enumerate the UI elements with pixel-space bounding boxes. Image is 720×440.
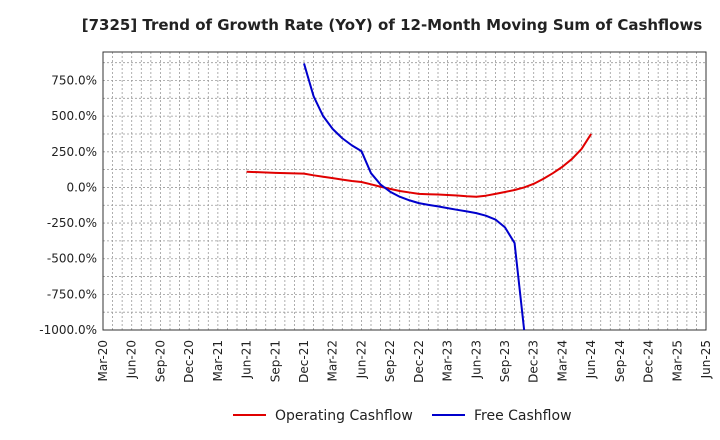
operating-cashflow-legend-label: Operating Cashflow	[275, 408, 413, 424]
x-tick-label: Jun-21	[240, 340, 254, 379]
free-cashflow-line	[303, 63, 526, 331]
x-tick-label: Dec-23	[527, 340, 541, 383]
x-tick-label: Sep-21	[268, 340, 282, 382]
y-tick-label: 250.0%	[51, 145, 97, 159]
y-tick-label: -250.0%	[47, 216, 97, 230]
free-cashflow-legend-label: Free Cashflow	[474, 408, 572, 424]
plot-area	[102, 51, 707, 331]
x-tick-label: Mar-24	[555, 340, 569, 381]
x-tick-label: Dec-22	[412, 340, 426, 383]
x-tick-label: Sep-24	[613, 340, 627, 382]
x-tick-label: Mar-21	[211, 340, 225, 381]
operating-cashflow-line	[246, 133, 592, 198]
y-tick-label: -1000.0%	[39, 323, 97, 337]
x-tick-label: Mar-22	[326, 340, 340, 381]
legend: Operating Cashflow Free Cashflow	[233, 408, 572, 424]
x-tick-label: Mar-25	[670, 340, 684, 381]
y-tick-label: -500.0%	[47, 252, 97, 266]
y-tick-label: 500.0%	[51, 109, 97, 123]
chart-title: [7325] Trend of Growth Rate (YoY) of 12-…	[82, 16, 703, 34]
x-tick-label: Jun-24	[584, 340, 598, 379]
x-tick-label: Dec-21	[297, 340, 311, 383]
x-tick-label: Jun-20	[125, 340, 139, 379]
x-tick-label: Mar-23	[441, 340, 455, 381]
y-tick-label: 750.0%	[51, 74, 97, 88]
x-tick-label: Sep-20	[153, 340, 167, 382]
x-tick-label: Jun-23	[469, 340, 483, 379]
y-tick-label: 0.0%	[67, 180, 98, 194]
x-tick-label: Sep-23	[498, 340, 512, 382]
y-tick-label: -750.0%	[47, 287, 97, 301]
y-tick-labels: 750.0% 500.0% 250.0% 0.0% -250.0% -500.0% -750…	[39, 74, 97, 337]
x-tick-label: Jun-22	[354, 340, 368, 379]
grid-layer	[103, 52, 706, 330]
x-tick-label: Mar-20	[96, 340, 110, 381]
x-tick-labels: Mar-20 Jun-20 Sep-20 Dec-20 Mar-21 Jun-21 Sep-…	[96, 340, 713, 383]
x-tick-label: Jun-25	[699, 340, 713, 379]
x-tick-label: Sep-22	[383, 340, 397, 382]
x-tick-label: Dec-24	[642, 340, 656, 383]
x-tick-label: Dec-20	[182, 340, 196, 383]
series-layer	[246, 63, 592, 331]
